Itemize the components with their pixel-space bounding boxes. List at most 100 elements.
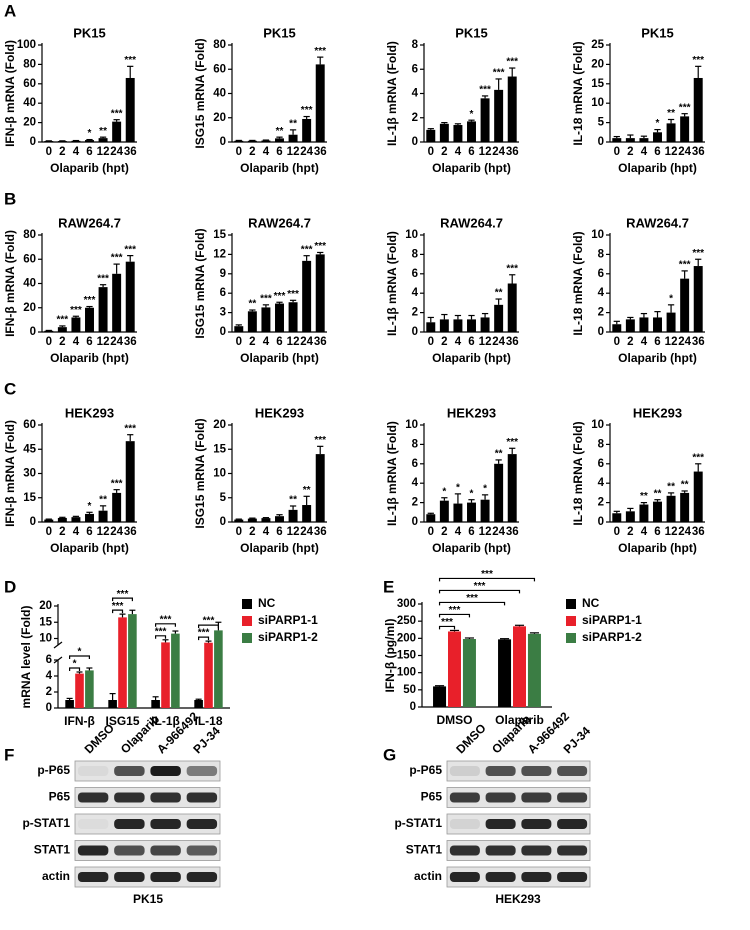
bar (288, 134, 298, 142)
y-tick-label: 0 (220, 516, 226, 528)
bar (612, 138, 622, 142)
y-tick-label: 0 (598, 136, 604, 148)
y-tick-label: 6 (46, 654, 52, 666)
x-tick-label: 12 (287, 336, 300, 348)
legend-label: NC (582, 596, 600, 610)
x-tick-label: 6 (86, 146, 92, 158)
bar (125, 261, 135, 332)
blot-band (150, 845, 181, 856)
significance-stars: *** (441, 617, 453, 628)
bar (85, 513, 94, 522)
bar (71, 517, 81, 522)
bar (453, 503, 463, 522)
y-tick-label: 4 (412, 88, 419, 100)
cell-label: HEK293 (495, 892, 541, 906)
blot-strip (446, 866, 591, 888)
bar (65, 700, 74, 708)
x-tick-label: 24 (300, 526, 313, 538)
bar (247, 311, 257, 332)
bar (439, 123, 449, 142)
blot-band (485, 845, 516, 856)
bar (494, 463, 504, 522)
blot-band (449, 872, 480, 882)
y-axis-label: IL-18 mRNA (Fold) (571, 231, 585, 335)
significance-bracket (198, 624, 219, 629)
significance-stars: * (78, 647, 82, 658)
blot-strip (74, 840, 221, 861)
bar (507, 76, 517, 142)
y-tick-label: 10 (213, 468, 226, 480)
y-tick-label: 8 (412, 39, 419, 51)
x-tick-label: 6 (468, 336, 474, 348)
x-tick-label: 4 (73, 526, 80, 538)
x-tick-label: 0 (236, 146, 242, 158)
y-tick-label: 4 (412, 477, 419, 489)
blot-band (485, 819, 516, 829)
significance-bracket (112, 597, 133, 602)
bar (112, 273, 122, 332)
bar (439, 500, 449, 522)
blot-band (114, 792, 145, 803)
x-tick-label: DMSO (437, 713, 473, 727)
x-tick-label: 0 (46, 526, 52, 538)
bar (247, 140, 257, 142)
significance-stars: *** (474, 581, 486, 592)
y-tick-label: 0 (410, 701, 416, 713)
blot-band (186, 792, 218, 803)
bar (315, 454, 325, 522)
significance-stars: * (656, 118, 660, 129)
y-tick-label: 2 (412, 112, 418, 124)
bar (480, 499, 490, 522)
blot-strip (446, 813, 591, 835)
significance-stars: * (73, 659, 77, 670)
x-tick-label: Olaparib (495, 713, 544, 727)
significance-stars: *** (203, 616, 215, 627)
y-tick-label: 20 (23, 117, 36, 129)
blot-band (186, 819, 218, 829)
x-tick-label: IFN-β (64, 714, 95, 728)
x-tick-label: 6 (468, 526, 474, 538)
y-tick-label: 6 (598, 268, 604, 280)
bar (204, 642, 213, 708)
blot-band (521, 845, 552, 856)
bar (625, 511, 635, 522)
y-tick-label: 40 (23, 278, 36, 290)
y-tick-label: 20 (23, 302, 36, 314)
significance-bracket (438, 625, 456, 630)
bar (275, 138, 284, 142)
row-label: p-STAT1 (22, 816, 70, 830)
significance-bracket (438, 613, 471, 618)
y-tick-label: 0 (220, 136, 226, 148)
x-tick-label: 4 (73, 336, 80, 348)
x-tick-label: 36 (124, 336, 137, 348)
y-tick-label: 10 (591, 419, 604, 431)
bar (288, 509, 298, 522)
x-tick-label: 36 (506, 336, 519, 348)
x-axis-label: Olaparib (hpt) (240, 351, 319, 365)
x-tick-label: 24 (678, 146, 691, 158)
y-tick-label: 6 (412, 268, 418, 280)
chart-title: RAW264.7 (248, 215, 311, 230)
y-tick-label: 2 (412, 307, 418, 319)
blot-strip (446, 760, 591, 782)
x-tick-label: 2 (441, 336, 447, 348)
y-axis-label: IL-18 mRNA (Fold) (571, 41, 585, 145)
panel-label: D (4, 577, 16, 596)
bar (439, 319, 449, 332)
bar (666, 123, 676, 142)
y-tick-label: 4 (598, 477, 605, 489)
x-tick-label: 24 (300, 146, 313, 158)
significance-stars: *** (692, 55, 704, 66)
legend-label: siPARP1-1 (582, 613, 642, 627)
blot-band (114, 872, 145, 882)
y-tick-label: 8 (598, 248, 605, 260)
significance-stars: * (470, 488, 474, 499)
significance-stars: *** (70, 305, 82, 316)
bar (612, 513, 622, 522)
significance-stars: *** (198, 628, 210, 639)
x-tick-label: 24 (678, 526, 691, 538)
bar (125, 441, 135, 522)
legend-swatch (566, 616, 576, 626)
bar (426, 514, 436, 522)
x-tick-label: IL-1β (151, 714, 180, 728)
